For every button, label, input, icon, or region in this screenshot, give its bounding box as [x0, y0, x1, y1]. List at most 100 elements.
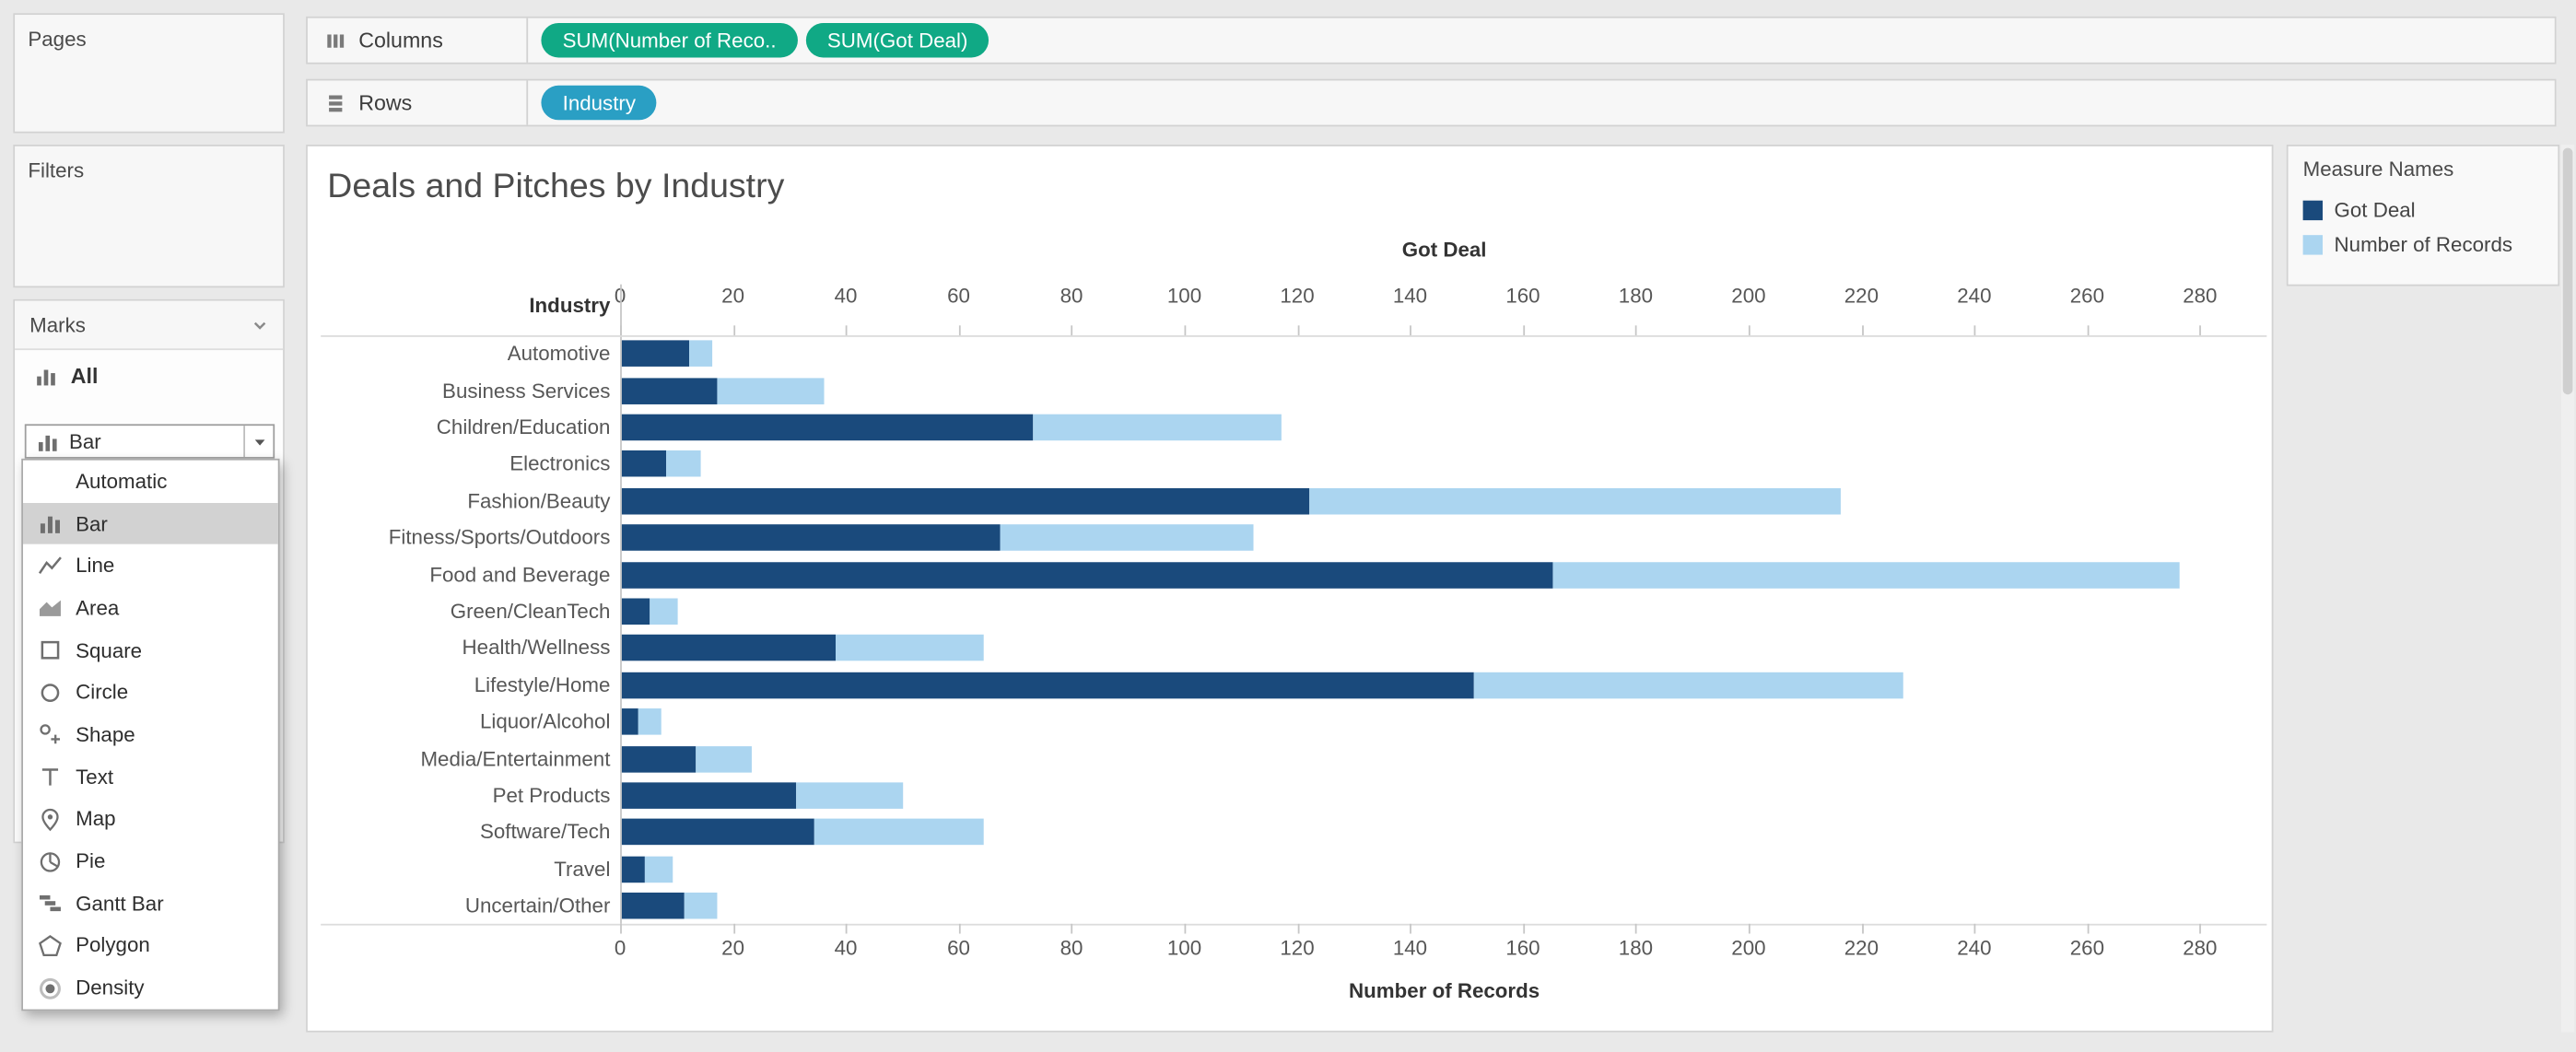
marks-menu-item-shape[interactable]: Shape: [23, 714, 278, 756]
row-label[interactable]: Uncertain/Other: [308, 894, 611, 918]
tickmark: [959, 924, 961, 934]
bar-segment-got-deal[interactable]: [622, 451, 667, 478]
mark-type-menu: AutomaticBarLineArea Square CircleShapeTex…: [21, 459, 279, 1011]
row-label[interactable]: Business Services: [308, 379, 611, 402]
bar-segment-number-of-records[interactable]: [1000, 525, 1254, 552]
row-label[interactable]: Lifestyle/Home: [308, 673, 611, 696]
marks-menu-item-square[interactable]: Square: [23, 629, 278, 672]
row-label[interactable]: Liquor/Alcohol: [308, 710, 611, 733]
bar-segment-number-of-records[interactable]: [814, 819, 983, 846]
bar-segment-number-of-records[interactable]: [695, 745, 751, 772]
shape-icon: [38, 722, 63, 747]
bar-segment-got-deal[interactable]: [622, 893, 684, 919]
bar-segment-number-of-records[interactable]: [638, 708, 661, 735]
bar-group: [622, 856, 673, 883]
pages-shelf[interactable]: Pages: [13, 13, 285, 133]
legend-title: Measure Names: [2303, 158, 2544, 181]
bar-segment-got-deal[interactable]: [622, 856, 644, 883]
chevron-down-icon[interactable]: [252, 316, 268, 333]
marks-menu-item-automatic[interactable]: Automatic: [23, 461, 278, 503]
pill-sum-got-deal[interactable]: SUM(Got Deal): [806, 23, 989, 57]
tickmark: [1071, 924, 1073, 934]
bar-segment-got-deal[interactable]: [622, 819, 814, 846]
legend-item-number-of-records[interactable]: Number of Records: [2303, 227, 2544, 261]
marks-all-row[interactable]: All: [15, 350, 283, 401]
row-label[interactable]: Pet Products: [308, 784, 611, 807]
bar-segment-got-deal[interactable]: [622, 525, 1000, 552]
row-label[interactable]: Software/Tech: [308, 821, 611, 844]
marks-menu-item-circle[interactable]: Circle: [23, 672, 278, 714]
pill-industry[interactable]: Industry: [541, 86, 657, 120]
tick-label: 100: [1167, 285, 1201, 308]
bar-group: [622, 819, 983, 846]
marks-menu-item-label: Square: [76, 638, 142, 661]
row-label[interactable]: Health/Wellness: [308, 637, 611, 660]
bar-segment-number-of-records[interactable]: [1474, 672, 1903, 698]
bar-segment-number-of-records[interactable]: [1310, 488, 1841, 515]
marks-menu-item-area[interactable]: Area: [23, 587, 278, 629]
tickmark: [1523, 924, 1525, 934]
vertical-scrollbar[interactable]: [2561, 145, 2574, 1033]
bar-segment-got-deal[interactable]: [622, 782, 797, 809]
bar-segment-got-deal[interactable]: [622, 562, 1552, 589]
bar-segment-number-of-records[interactable]: [644, 856, 673, 883]
row-label[interactable]: Children/Education: [308, 415, 611, 438]
bar-segment-got-deal[interactable]: [622, 635, 837, 661]
bar-segment-got-deal[interactable]: [622, 708, 638, 735]
bar-segment-got-deal[interactable]: [622, 598, 650, 625]
marks-card-header[interactable]: Marks: [15, 301, 283, 351]
bar-segment-number-of-records[interactable]: [667, 451, 701, 478]
bar-segment-got-deal[interactable]: [622, 672, 1474, 698]
columns-shelf[interactable]: Columns SUM(Number of Reco.. SUM(Got Deal…: [306, 17, 2556, 64]
marks-menu-item-text[interactable]: Text: [23, 755, 278, 798]
bar-segment-number-of-records[interactable]: [1552, 562, 2179, 589]
row-label[interactable]: Electronics: [308, 452, 611, 475]
bar-segment-number-of-records[interactable]: [718, 378, 825, 404]
marks-menu-item-density[interactable]: Density: [23, 967, 278, 1010]
bottom-axis-title: Number of Records: [620, 979, 2268, 1002]
dropdown-caret-button[interactable]: [243, 426, 273, 457]
bar-segment-number-of-records[interactable]: [684, 893, 718, 919]
top-axis-title: Got Deal: [620, 239, 2268, 262]
row-label[interactable]: Food and Beverage: [308, 563, 611, 586]
row-label[interactable]: Automotive: [308, 342, 611, 365]
marks-all-label: All: [71, 363, 99, 388]
bar-segment-got-deal[interactable]: [622, 488, 1310, 515]
marks-menu-item-bar[interactable]: Bar: [23, 502, 278, 544]
filters-shelf[interactable]: Filters: [13, 145, 285, 287]
columns-shelf-label: Columns: [358, 28, 443, 53]
marks-menu-item-gantt-bar[interactable]: Gantt Bar: [23, 883, 278, 925]
marks-menu-item-label: Map: [76, 808, 115, 831]
bar-segment-got-deal[interactable]: [622, 745, 696, 772]
bar-segment-got-deal[interactable]: [622, 378, 718, 404]
marks-menu-item-polygon[interactable]: Polygon: [23, 925, 278, 967]
row-label[interactable]: Travel: [308, 858, 611, 881]
row-label[interactable]: Media/Entertainment: [308, 747, 611, 770]
bottom-axis-tick-labels: 020406080100120140160180200220240260280: [308, 937, 2272, 962]
bar-segment-got-deal[interactable]: [622, 415, 1034, 441]
bar-segment-got-deal[interactable]: [622, 341, 689, 368]
pill-sum-number-of-reco[interactable]: SUM(Number of Reco..: [541, 23, 797, 57]
bar-segment-number-of-records[interactable]: [689, 341, 711, 368]
row-label[interactable]: Green/CleanTech: [308, 600, 611, 623]
tickmark: [1974, 325, 1976, 335]
marks-menu-item-line[interactable]: Line: [23, 544, 278, 587]
bar-segment-number-of-records[interactable]: [650, 598, 678, 625]
bar-segment-number-of-records[interactable]: [837, 635, 983, 661]
tickmark: [1523, 325, 1525, 335]
circle-icon: [38, 680, 63, 705]
bar-segment-number-of-records[interactable]: [797, 782, 904, 809]
chart-row-media-entertainment: Media/Entertainment: [308, 741, 2272, 777]
marks-menu-item-label: Polygon: [76, 934, 150, 957]
legend-item-got-deal[interactable]: Got Deal: [2303, 193, 2544, 227]
tickmark: [846, 924, 848, 934]
scrollbar-thumb[interactable]: [2563, 148, 2573, 395]
marks-menu-item-map[interactable]: Map: [23, 798, 278, 840]
marks-menu-item-pie[interactable]: Pie: [23, 840, 278, 883]
bar-segment-number-of-records[interactable]: [1034, 415, 1282, 441]
row-label[interactable]: Fitness/Sports/Outdoors: [308, 526, 611, 549]
bar-chart-icon: [34, 364, 57, 387]
rows-shelf[interactable]: Rows Industry: [306, 79, 2556, 127]
mark-type-dropdown[interactable]: Bar: [25, 424, 275, 458]
row-label[interactable]: Fashion/Beauty: [308, 489, 611, 512]
